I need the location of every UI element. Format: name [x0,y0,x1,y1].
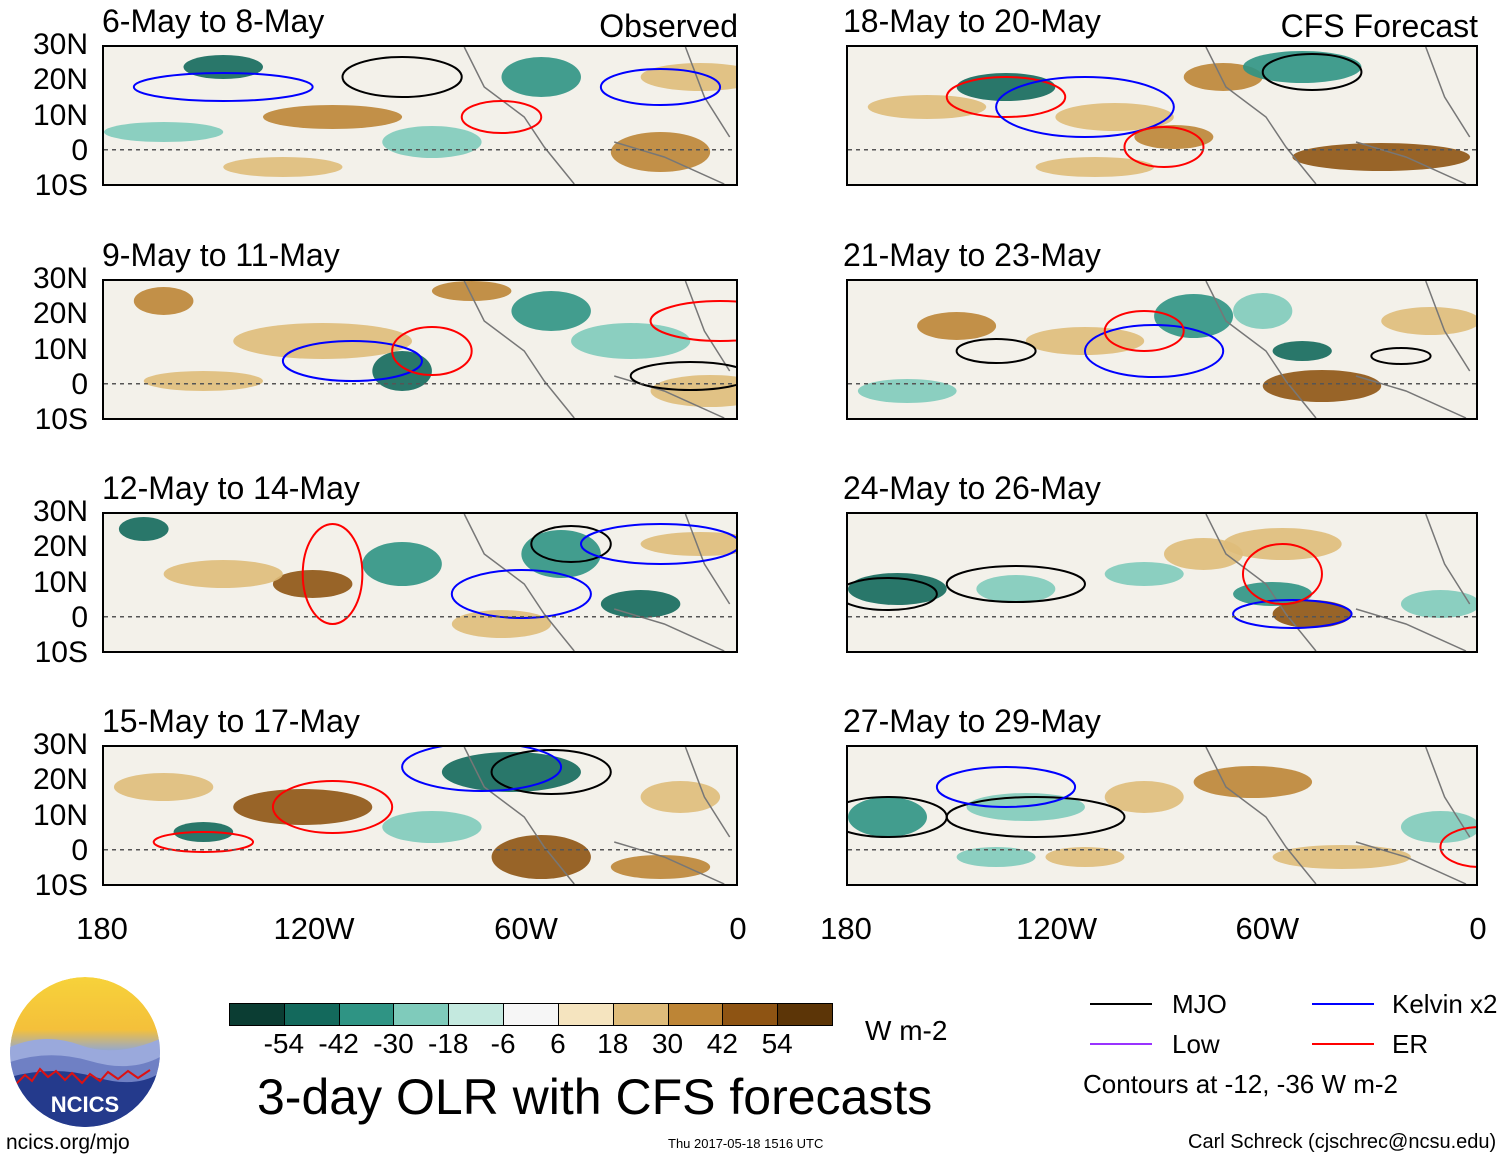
panel-title-5: 18-May to 20-May [843,3,1101,39]
lat-label: 30N [32,495,88,528]
footer-timestamp: Thu 2017-05-18 1516 UTC [668,1136,824,1151]
lat-label: 10S [34,869,88,902]
colorbar-tick-label: 6 [550,1028,566,1059]
lat-label: 0 [71,600,88,634]
colorbar-tick-label: 30 [651,1028,684,1059]
lat-label: 10N [32,332,88,366]
lat-label: 0 [71,833,88,867]
colorbar-swatch [722,1003,779,1026]
panel-title-4: 15-May to 17-May [102,703,360,739]
colorbar-tick-label: -54 [263,1028,305,1059]
colorbar-tick-label: 54 [761,1028,793,1059]
lat-label: 30N [32,28,88,61]
lat-label: 10N [32,98,88,132]
olr-map-1 [102,45,738,186]
colorbar-tick-label: 42 [706,1028,738,1059]
lon-label: 60W [494,911,558,946]
legend-line-kelvin-x2 [1312,1003,1374,1005]
ncics-logo: NCICS [10,977,160,1127]
lat-label: 0 [71,367,88,401]
lat-label: 20N [32,297,88,331]
panel-title-1: 6-May to 8-May [102,3,325,39]
panel-title-2: 9-May to 11-May [102,237,340,273]
lat-label: 30N [32,262,88,295]
colorbar-swatch [612,1003,669,1026]
forecast-label: CFS Forecast [1280,8,1478,44]
legend-line-er [1312,1043,1374,1045]
logo-text: NCICS [51,1092,119,1117]
olr-map-5 [846,45,1478,186]
footer-author: Carl Schreck (cjschrec@ncsu.edu) [1188,1131,1497,1153]
lon-label: 180 [820,911,872,946]
colorbar-swatch [448,1003,505,1026]
colorbar-tick-label: 18 [597,1028,629,1059]
colorbar-swatch [777,1003,833,1026]
lat-label: 10N [32,798,88,832]
panel-title-8: 27-May to 29-May [843,703,1101,739]
lat-label: 0 [71,133,88,167]
lat-label: 10S [34,169,88,202]
colorbar-tick-label: -42 [318,1028,359,1059]
colorbar-swatch [503,1003,559,1026]
legend-label: Low [1172,1029,1220,1059]
colorbar-swatch [393,1003,450,1026]
lon-label: 180 [76,911,128,946]
observed-label: Observed [599,8,738,44]
lon-label: 60W [1235,911,1300,946]
panel-title-7: 24-May to 26-May [843,470,1101,506]
olr-map-7 [846,512,1478,653]
legend-label: Kelvin x2 [1392,989,1498,1019]
colorbar-swatch [338,1003,395,1026]
colorbar-swatch [557,1003,614,1026]
colorbar-tick-label: -30 [373,1028,414,1059]
lat-label: 10N [32,565,88,599]
colorbar-swatch [283,1003,340,1026]
colorbar-swatch [229,1003,285,1026]
lon-label: 0 [729,911,747,946]
colorbar-tick-label: -6 [490,1028,516,1059]
footer-url[interactable]: ncics.org/mjo [6,1131,130,1154]
colorbar-units: W m-2 [865,1015,948,1046]
legend-label: ER [1392,1029,1429,1059]
legend-label: MJO [1172,989,1227,1019]
lon-label: 0 [1469,911,1487,946]
lon-label: 120W [273,911,355,946]
lon-label: 120W [1016,911,1098,946]
colorbar-swatch [667,1003,724,1026]
legend-line-mjo [1090,1003,1152,1005]
olr-map-4 [102,745,738,886]
olr-map-2 [102,279,738,420]
lat-label: 10S [34,636,88,669]
olr-map-8 [846,745,1478,886]
olr-map-6 [846,279,1478,420]
panel-title-6: 21-May to 23-May [843,237,1101,273]
lat-label: 20N [32,530,88,564]
olr-map-3 [102,512,738,653]
legend-line-low [1090,1043,1152,1045]
panel-title-3: 12-May to 14-May [102,470,360,506]
lat-label: 20N [32,63,88,97]
lat-label: 30N [32,728,88,761]
lat-label: 20N [32,763,88,797]
lat-label: 10S [34,403,88,436]
main-title: 3-day OLR with CFS forecasts [257,1069,933,1125]
contour-note: Contours at -12, -36 W m-2 [1083,1069,1398,1099]
colorbar-tick-label: -18 [428,1028,469,1059]
